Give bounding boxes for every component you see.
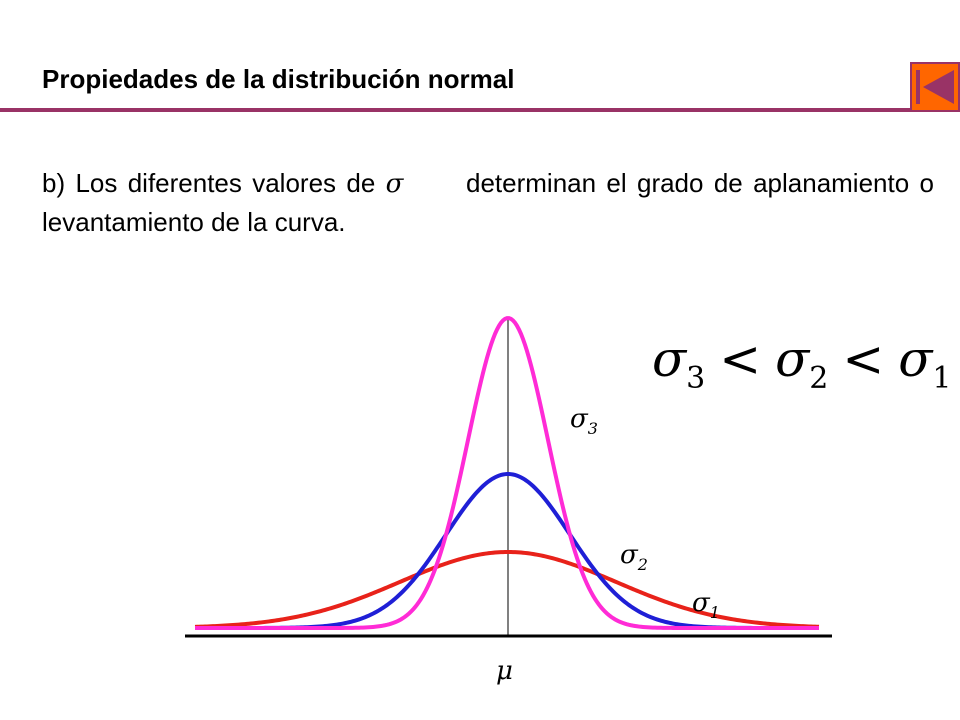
sigma-inequality: σ3 < σ2 < σ1: [652, 330, 952, 396]
label-sigma3: σ3: [570, 404, 598, 438]
sigma-symbol: σ: [385, 169, 404, 199]
ineq-sub1: 1: [932, 361, 952, 396]
curve-sigma3: [195, 316, 819, 630]
title-divider: [0, 108, 960, 112]
body-text-before: b) Los diferentes valores de: [42, 168, 376, 198]
skip-back-icon: [910, 62, 960, 112]
ineq-lt1: <: [719, 330, 762, 388]
body-text-after: determinan el grado de aplanamiento o le…: [42, 168, 934, 237]
ineq-sigma2: σ: [775, 330, 810, 388]
ineq-sigma1: σ: [898, 330, 933, 388]
label-sigma2: σ2: [620, 540, 648, 574]
ineq-sigma3: σ: [652, 330, 687, 388]
label-sigma2-sub: 2: [637, 555, 648, 574]
label-sigma1: σ1: [692, 588, 720, 622]
curve-sigma1: [194, 550, 820, 629]
ineq-lt2: <: [842, 330, 885, 388]
label-sigma1-sub: 1: [709, 603, 720, 622]
body-text: b) Los diferentes valores de σ determina…: [42, 164, 934, 241]
label-sigma2-symbol: σ: [620, 540, 638, 570]
ineq-sub3: 3: [686, 361, 706, 396]
label-sigma1-symbol: σ: [692, 588, 710, 618]
label-sigma3-symbol: σ: [570, 404, 588, 434]
ineq-sub2: 2: [809, 361, 829, 396]
label-mu: μ: [496, 656, 513, 686]
label-sigma3-sub: 3: [587, 419, 598, 438]
skip-back-button[interactable]: [910, 62, 960, 112]
slide-title: Propiedades de la distribución normal: [42, 64, 515, 94]
